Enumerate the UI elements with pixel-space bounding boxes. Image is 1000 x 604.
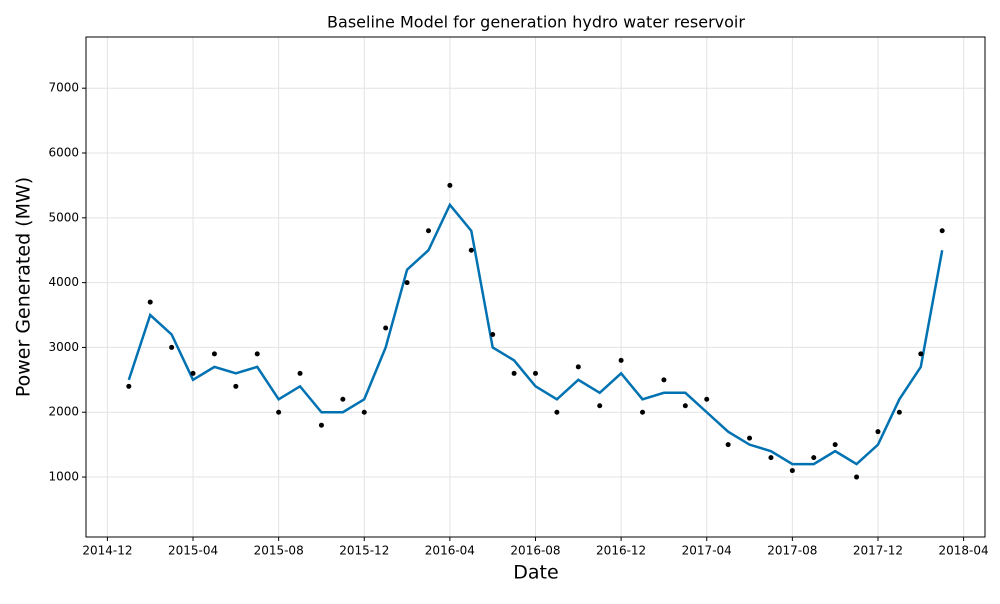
x-tick-label: 2015-12 [339, 544, 389, 558]
data-point [618, 357, 624, 363]
data-point [147, 299, 153, 305]
data-point [575, 364, 581, 370]
data-point [190, 370, 196, 376]
y-axis-label: Power Generated (MW) [13, 177, 35, 397]
data-point [404, 280, 410, 286]
x-tick-label: 2015-04 [168, 544, 218, 558]
data-point [725, 442, 731, 448]
y-tick-label: 2000 [48, 405, 79, 419]
data-point [854, 474, 860, 480]
x-tick-label: 2017-04 [682, 544, 732, 558]
data-point [361, 409, 367, 415]
x-tick-label: 2018-04 [939, 544, 989, 558]
chart-title: Baseline Model for generation hydro wate… [327, 13, 745, 32]
data-point [704, 396, 710, 402]
plot-frame [85, 36, 986, 538]
data-point [340, 396, 346, 402]
data-point [533, 370, 538, 376]
y-tick-label: 4000 [48, 275, 79, 289]
data-point [682, 403, 688, 409]
data-point [747, 435, 753, 441]
data-point [789, 468, 795, 474]
data-point [468, 247, 474, 253]
x-axis-label: Date [513, 562, 558, 584]
data-point [896, 409, 902, 415]
y-tick-label: 5000 [48, 210, 79, 224]
data-point [811, 455, 817, 461]
data-point [211, 351, 217, 357]
data-point [318, 422, 324, 428]
forecast-line [127, 202, 944, 466]
data-point [511, 370, 517, 376]
x-tick-label: 2016-08 [510, 544, 560, 558]
data-point [126, 383, 132, 389]
data-point [554, 409, 560, 415]
x-tick-label: 2017-08 [767, 544, 817, 558]
data-point [276, 409, 282, 415]
data-point [875, 429, 881, 435]
y-tick-label: 6000 [48, 146, 79, 160]
data-point [768, 455, 774, 461]
data-point [383, 325, 389, 331]
x-tick-label: 2014-12 [82, 544, 132, 558]
data-point [297, 370, 303, 376]
y-tick-label: 1000 [48, 470, 79, 484]
data-point [169, 344, 175, 350]
y-tick-label: 7000 [48, 81, 79, 95]
x-tick-label: 2016-04 [425, 544, 475, 558]
x-tick-label: 2017-12 [853, 544, 903, 558]
data-point [490, 331, 496, 337]
data-point [661, 377, 667, 383]
data-point [918, 351, 924, 357]
data-point [425, 228, 431, 234]
x-tick-label: 2015-08 [254, 544, 304, 558]
data-point [254, 351, 260, 357]
y-tick-label: 3000 [48, 340, 79, 354]
data-point [832, 442, 838, 448]
data-point [597, 403, 603, 409]
data-point [640, 409, 646, 415]
x-tick-label: 2016-12 [596, 544, 646, 558]
data-point [233, 383, 239, 389]
data-point [447, 182, 453, 188]
data-point [939, 228, 945, 234]
